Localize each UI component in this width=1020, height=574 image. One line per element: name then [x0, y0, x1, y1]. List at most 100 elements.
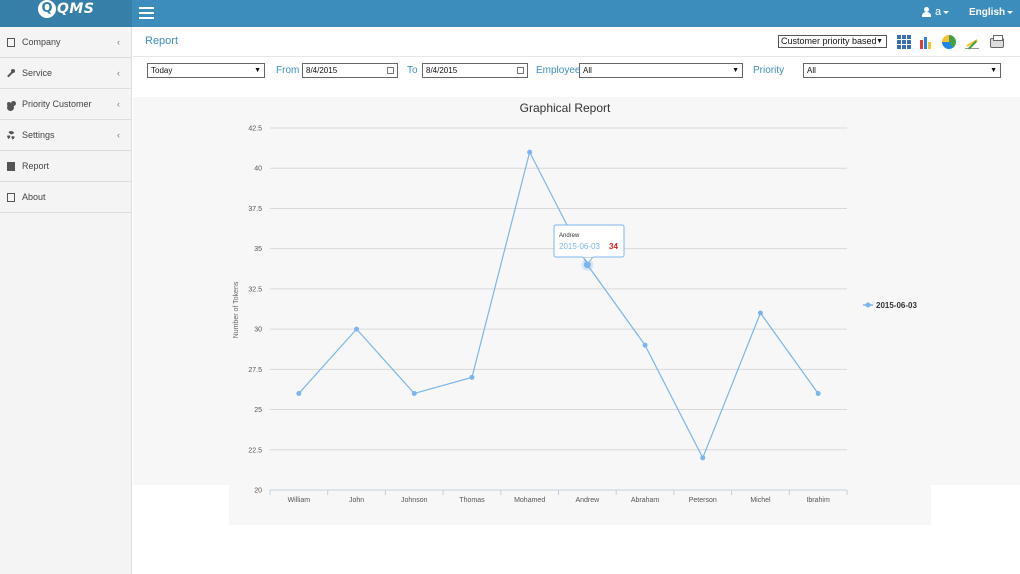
user-menu[interactable]: a — [922, 6, 950, 18]
dropdown-arrow-icon: ▼ — [990, 67, 997, 74]
tooltip: Andrew 2015-06-03 34 — [553, 224, 625, 264]
data-point[interactable] — [642, 342, 648, 348]
language-label: English — [969, 7, 1006, 18]
bar-chart-icon[interactable] — [919, 35, 933, 49]
logo-mark: Q — [38, 0, 56, 18]
chart-title: Graphical Report — [520, 101, 611, 115]
chevron-left-icon: ‹ — [117, 99, 120, 109]
sidebar-item-report[interactable]: Report — [0, 151, 131, 182]
x-tick-label: Peterson — [689, 497, 717, 504]
language-menu[interactable]: English — [969, 7, 1014, 18]
sidebar-item-priority-customer[interactable]: Priority Customer ‹ — [0, 89, 131, 120]
priority-value: All — [807, 66, 816, 75]
calendar-icon[interactable] — [387, 67, 394, 74]
priority-select[interactable]: All ▼ — [803, 63, 1001, 78]
x-tick-label: Michel — [750, 497, 771, 504]
chevron-left-icon: ‹ — [117, 68, 120, 78]
grid-view-icon[interactable] — [897, 35, 911, 49]
main-content: Report Customer priority based ▼ Today ▼ F… — [133, 27, 1020, 574]
data-point[interactable] — [354, 326, 360, 332]
chevron-left-icon: ‹ — [117, 130, 120, 140]
line-chart: Graphical Report Number of Tokens 20 22.5… — [233, 101, 917, 504]
gear-icon — [7, 131, 15, 140]
y-tick-label: 42.5 — [248, 126, 262, 133]
logo[interactable]: Q QMS — [0, 0, 132, 27]
legend-item-2015-06-03[interactable]: 2015-06-03 — [876, 301, 917, 310]
y-tick-label: 35 — [254, 246, 262, 253]
data-point[interactable] — [296, 390, 302, 396]
data-point[interactable] — [469, 374, 475, 380]
tooltip-value: 34 — [609, 242, 618, 251]
sidebar-item-service[interactable]: Service ‹ — [0, 58, 131, 89]
series-line — [298, 150, 819, 460]
line-chart-icon[interactable] — [965, 35, 979, 49]
series-2015-06-03 — [296, 149, 821, 461]
y-tick-label: 40 — [254, 166, 262, 173]
tooltip-pointer-mask — [583, 255, 593, 257]
sidebar-item-label: Settings — [22, 130, 55, 140]
data-point[interactable] — [527, 149, 533, 155]
y-axis-ticks: 20 22.5 25 27.5 30 32.5 35 37.5 40 42.5 — [248, 126, 262, 495]
users-icon — [7, 100, 16, 109]
print-icon[interactable] — [990, 35, 1004, 48]
building-icon — [7, 38, 15, 47]
y-tick-label: 22.5 — [248, 447, 262, 454]
caret-down-icon — [943, 10, 950, 14]
sidebar-item-settings[interactable]: Settings ‹ — [0, 120, 131, 151]
x-tick-label: Johnson — [401, 497, 428, 504]
employee-label: Employee — [536, 65, 581, 76]
grid-lines — [270, 127, 847, 491]
sidebar-item-about[interactable]: About — [0, 182, 131, 213]
tooltip-box — [553, 224, 625, 258]
tooltip-category: Andrew — [559, 233, 580, 239]
data-point[interactable] — [583, 261, 591, 269]
dropdown-arrow-icon: ▼ — [876, 38, 883, 45]
from-label: From — [276, 65, 300, 76]
period-select[interactable]: Today ▼ — [147, 63, 265, 78]
user-icon — [922, 7, 931, 18]
priority-label: Priority — [753, 65, 785, 76]
data-point[interactable] — [815, 390, 821, 396]
x-tick-label: Mohamed — [514, 497, 545, 504]
to-date-input[interactable]: 8/4/2015 — [422, 63, 528, 78]
x-tick-label: William — [288, 497, 311, 504]
employee-select[interactable]: All ▼ — [579, 63, 743, 78]
sidebar-item-company[interactable]: Company ‹ — [0, 27, 131, 58]
wrench-icon — [7, 69, 15, 78]
tooltip-series: 2015-06-03 — [559, 242, 600, 251]
sidebar-item-label: Service — [22, 68, 53, 78]
chart-area: Graphical Report Number of Tokens 20 22.5… — [229, 97, 931, 525]
sidebar-item-label: Company — [22, 37, 61, 47]
from-date-input[interactable]: 8/4/2015 — [302, 63, 398, 78]
sidebar: Company ‹ Service ‹ Priority Customer ‹ … — [0, 27, 132, 574]
report-type-select[interactable]: Customer priority based ▼ — [778, 35, 887, 48]
data-point[interactable] — [757, 310, 763, 316]
data-point[interactable] — [700, 455, 706, 461]
legend-marker — [865, 302, 871, 308]
x-tick-label: Abraham — [631, 497, 660, 504]
report-type-value: Customer priority based — [781, 36, 877, 46]
sidebar-item-label: Report — [22, 161, 50, 171]
x-tick-label: John — [349, 497, 364, 504]
user-name: a — [935, 6, 942, 18]
x-tick-label: Andrew — [575, 497, 600, 504]
file-icon — [7, 162, 15, 171]
sidebar-toggle-icon[interactable] — [139, 7, 154, 20]
page-title: Report — [145, 35, 179, 47]
x-tick-label: Thomas — [459, 497, 485, 504]
calendar-icon[interactable] — [517, 67, 524, 74]
edit-icon — [7, 193, 15, 202]
y-tick-label: 37.5 — [248, 206, 262, 213]
chevron-left-icon: ‹ — [117, 37, 120, 47]
pie-chart-icon[interactable] — [942, 35, 956, 49]
legend[interactable]: 2015-06-03 — [863, 301, 917, 310]
y-axis-label: Number of Tokens — [233, 281, 240, 338]
y-tick-label: 30 — [254, 327, 262, 334]
x-axis-ticks: William John Johnson Thomas Mohamed Andrew Abr… — [269, 489, 848, 504]
data-point[interactable] — [411, 390, 417, 396]
x-tick-label: Ibrahim — [806, 497, 830, 504]
to-label: To — [407, 65, 418, 76]
y-tick-label: 20 — [254, 488, 262, 495]
y-tick-label: 25 — [254, 407, 262, 414]
employee-value: All — [583, 66, 592, 75]
